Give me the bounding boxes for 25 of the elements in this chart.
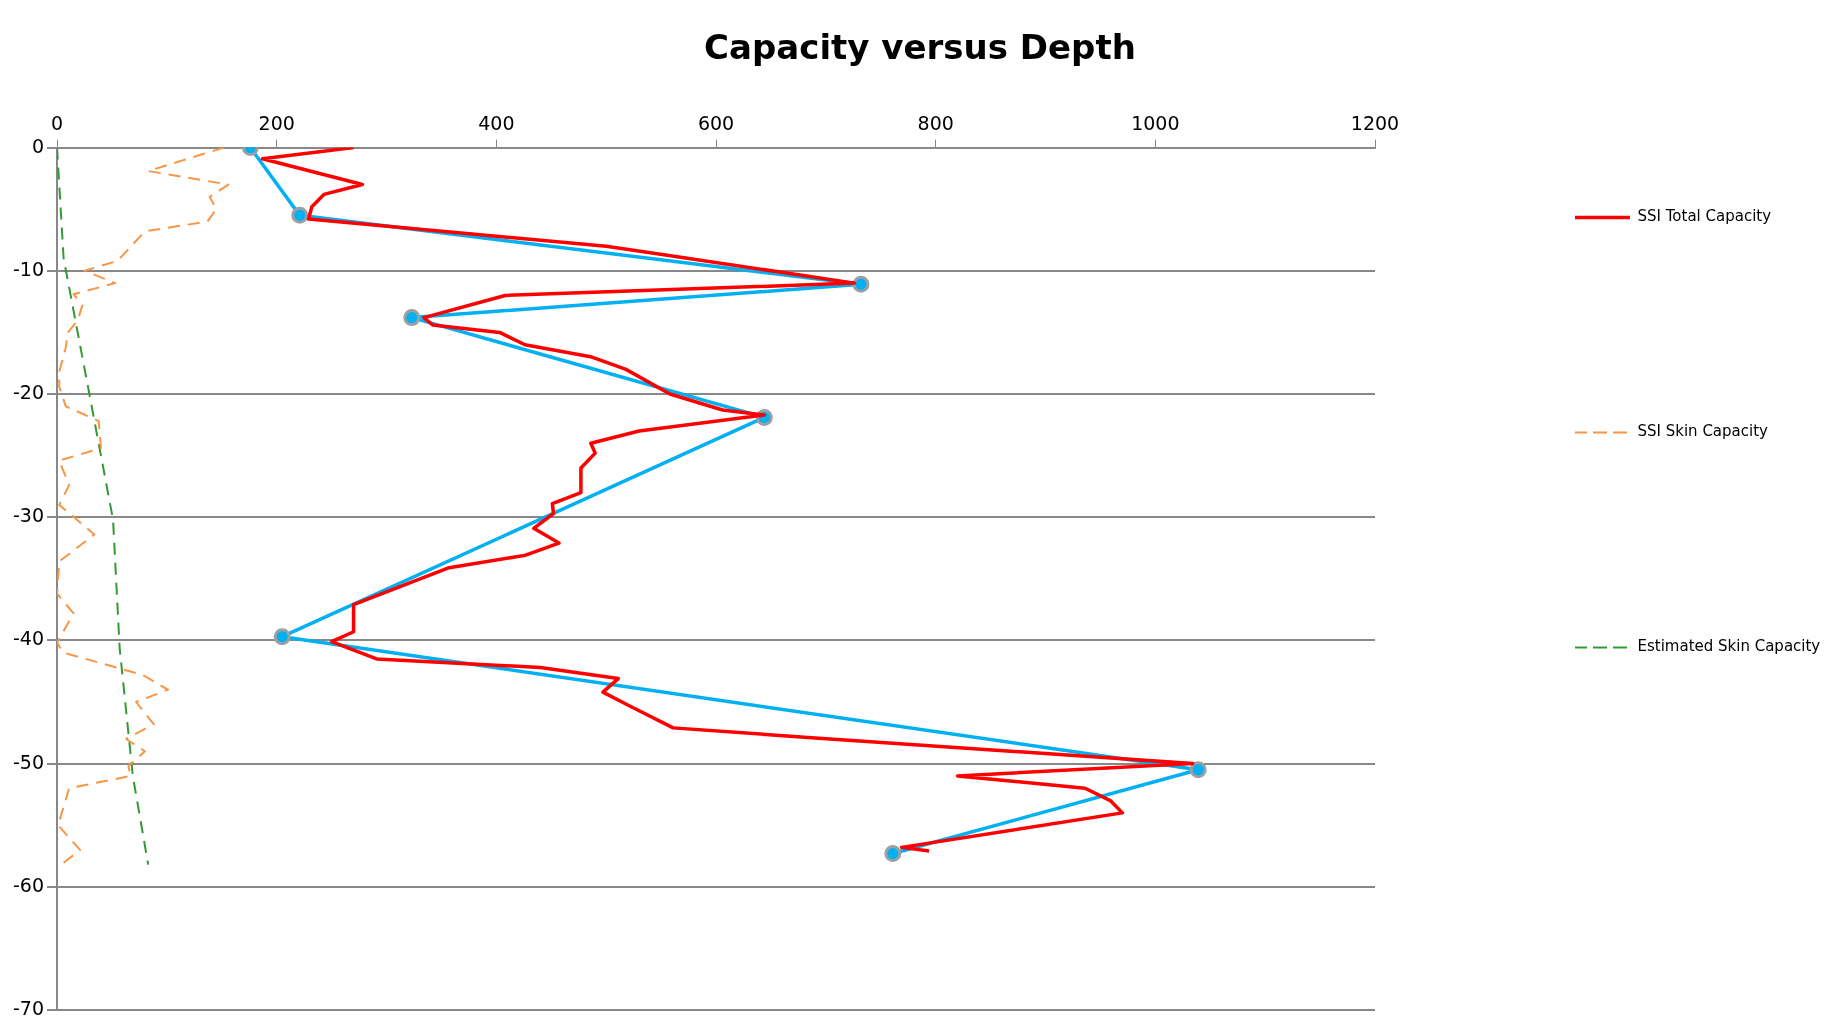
y-tick-label: -60: [12, 873, 45, 896]
x-tick-label: 0: [50, 112, 64, 135]
point: [291, 206, 309, 224]
y-tick-label: -30: [12, 504, 45, 527]
y-tick-label: -20: [12, 380, 45, 403]
x-tick-label: 400: [478, 112, 515, 135]
legend-label: Estimated Skin Capacity: [1637, 637, 1821, 656]
y-tick-label: 0: [31, 134, 45, 157]
point: [1189, 761, 1207, 779]
y-tick-label: -40: [12, 627, 45, 650]
legend-label: SSI Total Capacity: [1637, 207, 1772, 226]
point: [884, 845, 902, 863]
y-tick-label: -50: [12, 750, 45, 773]
point: [403, 309, 421, 327]
x-tick-label: 1200: [1350, 112, 1400, 135]
chart-title: Capacity versus Depth: [704, 27, 1136, 68]
point: [852, 275, 870, 293]
legend-label: SSI Skin Capacity: [1637, 422, 1769, 441]
point: [273, 628, 291, 646]
x-tick-label: 800: [917, 112, 954, 135]
x-tick-label: 200: [258, 112, 295, 135]
y-tick-label: -10: [12, 257, 45, 280]
y-tick-label: -70: [12, 996, 45, 1019]
x-tick-label: 1000: [1131, 112, 1180, 135]
x-tick-label: 600: [697, 112, 735, 135]
